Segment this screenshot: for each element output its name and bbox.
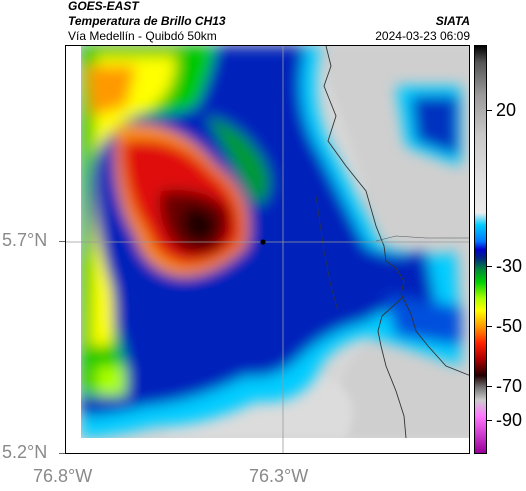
yellow-cloud-region: [91, 56, 176, 346]
colorbar-tick: [487, 110, 492, 111]
location-marker: [260, 239, 266, 245]
colorbar-label: -90: [496, 410, 523, 430]
boundary-line: [375, 235, 469, 242]
y-tick-mark: [59, 241, 65, 242]
boundary-line: [323, 46, 469, 376]
colorbar-tick: [487, 266, 492, 267]
colorbar-tick: [487, 386, 492, 387]
map-panel: [65, 45, 470, 454]
product-title: Temperatura de Brillo CH13: [68, 14, 226, 28]
colorbar-label: -70: [496, 376, 523, 396]
y-tick-label: 5.7°N: [2, 230, 48, 250]
brightness-temperature-map: [66, 46, 469, 453]
colorbar-tick: [487, 326, 492, 327]
region-subtitle: Vía Medellín - Quibdó 50km: [68, 29, 217, 43]
colorbar-label: 20: [496, 100, 517, 120]
cold-core: [181, 206, 218, 244]
boundary-line: [377, 295, 407, 439]
satellite-name: GOES-EAST: [68, 0, 139, 13]
organization-label: SIATA: [435, 14, 470, 28]
y-tick-mark: [59, 453, 65, 454]
timestamp: 2024-03-23 06:09: [375, 29, 470, 43]
colorbar-label: -50: [496, 316, 523, 336]
colorbar: [474, 45, 487, 454]
colorbar-tick: [487, 420, 492, 421]
x-tick-label: 76.3°W: [249, 466, 309, 486]
colorbar-label: -30: [496, 256, 523, 276]
boundary-line: [315, 195, 339, 312]
y-tick-label: 5.2°N: [2, 442, 48, 462]
x-tick-label: 76.8°W: [33, 466, 93, 486]
